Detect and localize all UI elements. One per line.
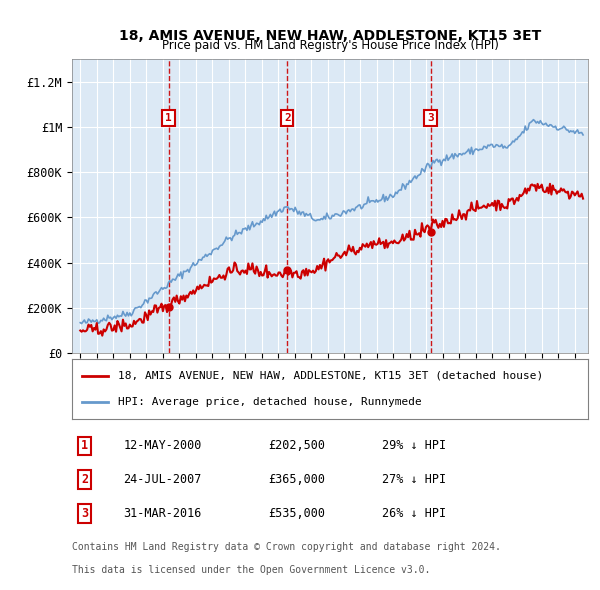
Text: £365,000: £365,000 [268, 473, 325, 486]
Text: 24-JUL-2007: 24-JUL-2007 [124, 473, 202, 486]
Text: This data is licensed under the Open Government Licence v3.0.: This data is licensed under the Open Gov… [72, 565, 430, 575]
Text: 2: 2 [82, 473, 88, 486]
Text: 27% ↓ HPI: 27% ↓ HPI [382, 473, 446, 486]
Text: 1: 1 [165, 113, 172, 123]
Text: 12-MAY-2000: 12-MAY-2000 [124, 440, 202, 453]
Text: £202,500: £202,500 [268, 440, 325, 453]
Text: Price paid vs. HM Land Registry's House Price Index (HPI): Price paid vs. HM Land Registry's House … [161, 39, 499, 52]
Text: 2: 2 [284, 113, 290, 123]
Text: 26% ↓ HPI: 26% ↓ HPI [382, 507, 446, 520]
Text: 29% ↓ HPI: 29% ↓ HPI [382, 440, 446, 453]
Text: 3: 3 [82, 507, 88, 520]
Text: 18, AMIS AVENUE, NEW HAW, ADDLESTONE, KT15 3ET (detached house): 18, AMIS AVENUE, NEW HAW, ADDLESTONE, KT… [118, 371, 544, 381]
Title: 18, AMIS AVENUE, NEW HAW, ADDLESTONE, KT15 3ET: 18, AMIS AVENUE, NEW HAW, ADDLESTONE, KT… [119, 28, 541, 42]
Text: Contains HM Land Registry data © Crown copyright and database right 2024.: Contains HM Land Registry data © Crown c… [72, 542, 501, 552]
Text: 1: 1 [82, 440, 88, 453]
Text: 31-MAR-2016: 31-MAR-2016 [124, 507, 202, 520]
Text: £535,000: £535,000 [268, 507, 325, 520]
Text: HPI: Average price, detached house, Runnymede: HPI: Average price, detached house, Runn… [118, 397, 422, 407]
Text: 3: 3 [427, 113, 434, 123]
